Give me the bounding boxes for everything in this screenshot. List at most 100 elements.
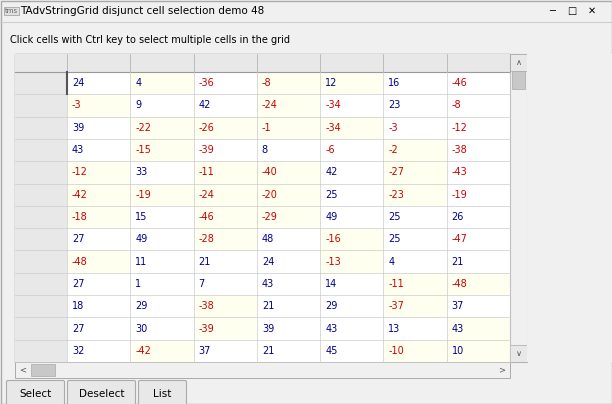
Bar <box>320 117 384 139</box>
Bar <box>257 228 320 250</box>
Text: 21: 21 <box>198 257 211 267</box>
Text: 24: 24 <box>72 78 84 88</box>
Bar <box>447 161 510 183</box>
Text: >: > <box>499 366 506 375</box>
Bar <box>130 228 193 250</box>
Bar <box>320 340 384 362</box>
Text: 16: 16 <box>389 78 401 88</box>
Bar <box>67 295 130 318</box>
Bar <box>193 183 257 206</box>
Text: 21: 21 <box>452 257 464 267</box>
Bar <box>384 273 447 295</box>
Text: -38: -38 <box>452 145 468 155</box>
Bar <box>193 117 257 139</box>
Bar <box>67 117 130 139</box>
Text: -43: -43 <box>452 167 468 177</box>
Text: 29: 29 <box>325 301 337 311</box>
Bar <box>193 139 257 161</box>
Bar <box>130 139 193 161</box>
Bar <box>447 139 510 161</box>
Text: 39: 39 <box>72 123 84 133</box>
Bar <box>193 273 257 295</box>
Bar <box>510 54 527 71</box>
Text: -46: -46 <box>198 212 214 222</box>
Bar <box>193 318 257 340</box>
Bar <box>67 250 130 273</box>
Bar <box>384 117 447 139</box>
Text: ✕: ✕ <box>588 6 596 16</box>
Bar <box>67 72 130 94</box>
Text: 49: 49 <box>325 212 337 222</box>
Text: -26: -26 <box>198 123 214 133</box>
Text: List: List <box>154 389 172 399</box>
Text: -3: -3 <box>72 101 81 110</box>
Text: -39: -39 <box>198 324 214 334</box>
Text: 42: 42 <box>325 167 337 177</box>
Text: -15: -15 <box>135 145 151 155</box>
Text: tms: tms <box>5 8 18 14</box>
Text: -8: -8 <box>262 78 272 88</box>
Text: ─: ─ <box>549 6 555 16</box>
Bar <box>130 206 193 228</box>
Bar <box>130 273 193 295</box>
Bar <box>15 72 67 94</box>
Bar <box>257 183 320 206</box>
Text: 33: 33 <box>135 167 147 177</box>
Bar <box>447 250 510 273</box>
Text: 37: 37 <box>198 346 211 356</box>
Bar <box>257 94 320 117</box>
Bar <box>15 206 67 228</box>
Text: 23: 23 <box>389 101 401 110</box>
Bar <box>447 295 510 318</box>
Bar <box>257 318 320 340</box>
Text: 30: 30 <box>135 324 147 334</box>
Bar <box>510 345 527 362</box>
Bar <box>512 71 525 89</box>
Text: -42: -42 <box>72 190 88 200</box>
Bar <box>193 72 257 94</box>
Bar <box>67 318 130 340</box>
Text: -22: -22 <box>135 123 151 133</box>
Text: -47: -47 <box>452 234 468 244</box>
Text: 8: 8 <box>262 145 268 155</box>
Text: -10: -10 <box>389 346 404 356</box>
Text: Click cells with Ctrl key to select multiple cells in the grid: Click cells with Ctrl key to select mult… <box>10 35 290 45</box>
Text: 27: 27 <box>72 324 84 334</box>
FancyBboxPatch shape <box>138 381 187 404</box>
Text: -38: -38 <box>198 301 214 311</box>
Text: -46: -46 <box>452 78 468 88</box>
Text: □: □ <box>567 6 577 16</box>
Bar <box>67 228 130 250</box>
Bar <box>130 318 193 340</box>
Text: -19: -19 <box>135 190 151 200</box>
Bar <box>15 273 67 295</box>
Bar <box>15 340 67 362</box>
FancyBboxPatch shape <box>67 381 135 404</box>
Bar <box>67 94 130 117</box>
Text: -1: -1 <box>262 123 272 133</box>
Bar <box>15 183 67 206</box>
Bar <box>320 161 384 183</box>
Bar <box>15 318 67 340</box>
Bar <box>130 250 193 273</box>
Text: -2: -2 <box>389 145 398 155</box>
Bar <box>527 54 612 362</box>
Text: 39: 39 <box>262 324 274 334</box>
Text: -42: -42 <box>135 346 151 356</box>
Text: 21: 21 <box>262 346 274 356</box>
Bar <box>257 161 320 183</box>
Bar <box>15 362 510 378</box>
Bar <box>447 72 510 94</box>
Bar <box>67 183 130 206</box>
Text: 11: 11 <box>135 257 147 267</box>
Bar <box>447 318 510 340</box>
Bar <box>384 340 447 362</box>
Text: -12: -12 <box>452 123 468 133</box>
Text: 15: 15 <box>135 212 147 222</box>
Text: TAdvStringGrid disjunct cell selection demo 48: TAdvStringGrid disjunct cell selection d… <box>20 6 264 16</box>
Bar <box>384 72 447 94</box>
Bar <box>193 340 257 362</box>
Text: 48: 48 <box>262 234 274 244</box>
Text: 7: 7 <box>198 279 205 289</box>
Bar <box>257 295 320 318</box>
